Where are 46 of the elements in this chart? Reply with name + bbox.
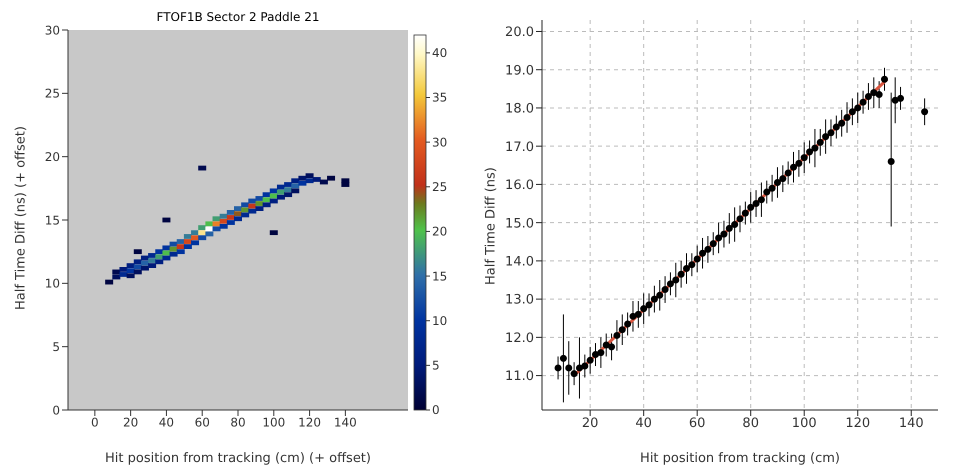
- x-axis-title: Hit position from tracking (cm) (+ offset): [105, 451, 371, 466]
- color-bar-label: 30: [432, 135, 448, 150]
- y-tick-label: 15.0: [505, 216, 534, 232]
- y-tick-label: 12.0: [505, 330, 534, 346]
- x-tick-label: 40: [635, 416, 652, 432]
- y-tick-label: 14.0: [505, 254, 534, 270]
- y-tick-label: 15: [44, 213, 60, 228]
- y-tick-label: 17.0: [505, 140, 534, 155]
- color-bar-label: 10: [432, 314, 448, 328]
- x-tick-label: 100: [792, 416, 817, 432]
- y-tick-label: 10: [44, 276, 60, 291]
- y-tick-label: 18.0: [505, 102, 534, 117]
- y-tick-label: 20: [44, 150, 60, 164]
- color-bar-label: 15: [432, 269, 448, 284]
- y-tick-label: 16.0: [505, 178, 534, 194]
- x-tick-label: 140: [898, 416, 924, 432]
- x-tick-label: 20: [582, 416, 598, 432]
- y-tick-label: 11.0: [505, 369, 534, 384]
- x-tick-label: 120: [298, 416, 322, 430]
- color-bar-label: 25: [432, 180, 448, 194]
- y-tick-label: 20.0: [505, 25, 534, 40]
- y-tick-label: 5: [52, 340, 60, 354]
- color-bar-label: 5: [432, 358, 440, 373]
- color-bar-label: 20: [432, 224, 448, 239]
- y-tick-label: 30: [44, 23, 60, 38]
- color-bar-label: 40: [432, 46, 448, 60]
- y-axis-title: Half Time Diff (ns) (+ offset): [14, 126, 29, 310]
- x-tick-label: 60: [688, 416, 706, 432]
- x-tick-label: 40: [158, 416, 174, 430]
- y-tick-label: 0: [52, 403, 60, 418]
- x-axis-title: Hit position from tracking (cm): [640, 451, 840, 466]
- x-tick-label: 80: [742, 416, 759, 432]
- chart-title: FTOF1B Sector 2 Paddle 21: [156, 10, 320, 24]
- x-tick-label: 120: [845, 416, 870, 432]
- x-tick-label: 100: [262, 416, 286, 430]
- y-axis-title: Half Time Diff (ns): [484, 167, 499, 285]
- x-tick-label: 0: [91, 416, 99, 430]
- x-tick-label: 140: [334, 416, 357, 430]
- y-tick-label: 13.0: [505, 292, 534, 308]
- color-bar-label: 0: [432, 403, 440, 418]
- x-tick-label: 60: [194, 416, 210, 430]
- x-tick-label: 20: [122, 416, 138, 430]
- color-bar-label: 35: [432, 90, 448, 105]
- x-tick-label: 80: [230, 416, 246, 430]
- y-tick-label: 25: [44, 86, 60, 101]
- y-tick-label: 19.0: [505, 63, 534, 78]
